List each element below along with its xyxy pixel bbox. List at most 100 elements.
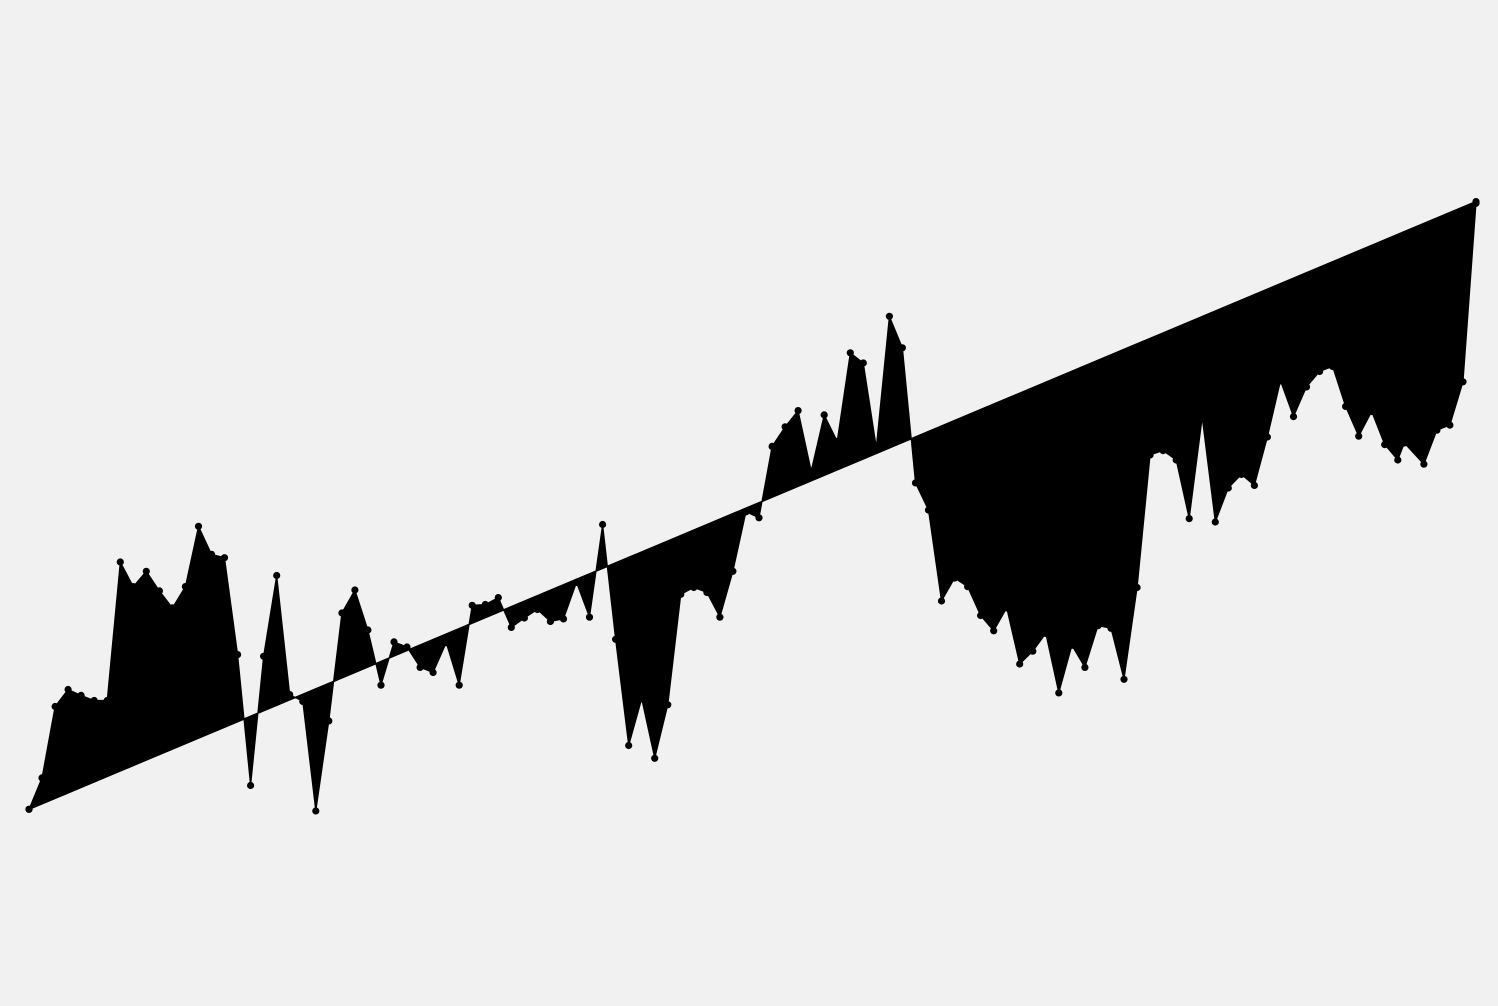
data-point-marker (1094, 622, 1102, 630)
data-point-marker (286, 691, 294, 699)
data-point-marker (820, 411, 828, 419)
data-point-marker (690, 583, 698, 592)
data-point-marker (990, 627, 998, 635)
data-point-marker (1368, 407, 1376, 416)
data-point-marker (729, 567, 737, 575)
data-point-marker (1400, 439, 1408, 447)
data-point-marker (1433, 426, 1441, 434)
data-point-marker (116, 558, 124, 566)
data-point-marker (964, 583, 972, 591)
data-point-marker (572, 578, 581, 587)
data-point-marker (207, 550, 216, 558)
data-point-marker (155, 587, 163, 595)
data-point-marker (1198, 413, 1206, 422)
data-point-marker (612, 635, 620, 643)
data-point-marker (742, 508, 750, 516)
data-point-marker (559, 615, 568, 623)
data-point-marker (520, 614, 529, 622)
data-point-marker (1289, 413, 1298, 421)
data-point-marker (1120, 675, 1128, 683)
data-point-marker (403, 643, 411, 651)
marker-layer (25, 198, 1480, 815)
data-point-marker (1224, 484, 1232, 492)
data-point-marker (1016, 660, 1024, 668)
data-point-marker (1459, 378, 1467, 386)
data-point-marker (1355, 432, 1363, 440)
data-point-marker (455, 681, 463, 689)
baseline-line (28, 200, 1477, 810)
data-point-marker (1159, 447, 1167, 455)
data-point-marker (638, 695, 646, 703)
data-point-marker (220, 554, 229, 562)
data-point-marker (507, 623, 515, 632)
data-point-marker (1381, 441, 1389, 449)
data-point-marker (129, 583, 137, 591)
data-point-marker (677, 590, 685, 598)
data-point-marker (351, 586, 359, 594)
data-point-marker (1146, 451, 1154, 459)
data-point-marker (338, 609, 346, 617)
data-point-marker (1446, 421, 1454, 429)
data-point-marker (664, 701, 672, 709)
baseline-endpoint-marker (1472, 198, 1480, 206)
data-point-marker (1263, 433, 1271, 441)
data-point-marker (846, 349, 854, 357)
data-point-marker (429, 668, 437, 677)
data-point-marker (1133, 583, 1141, 592)
data-point-marker (1342, 402, 1350, 410)
data-point-marker (1107, 624, 1115, 632)
data-point-marker (1250, 481, 1258, 489)
data-point-marker (299, 697, 307, 706)
data-point-marker (1055, 689, 1063, 697)
data-point-marker (585, 613, 594, 621)
data-point-marker (364, 626, 372, 634)
data-point-marker (1302, 383, 1311, 391)
data-point-marker (898, 344, 907, 352)
data-point-marker (247, 781, 255, 790)
data-point-marker (1276, 377, 1285, 385)
data-point-marker (833, 437, 841, 445)
data-point-marker (77, 691, 85, 700)
data-point-marker (977, 611, 985, 620)
data-point-marker (1172, 456, 1180, 464)
data-point-marker (807, 467, 815, 475)
data-point-marker (1329, 362, 1337, 371)
data-point-marker (181, 583, 189, 591)
data-point-marker (90, 696, 98, 705)
data-point-marker (794, 407, 802, 415)
data-point-marker (1420, 460, 1428, 468)
data-point-marker (651, 754, 659, 762)
data-point-marker (468, 601, 476, 609)
data-point-marker (924, 506, 933, 514)
data-point-marker (38, 774, 46, 782)
data-point-marker (937, 597, 946, 605)
data-point-marker (325, 717, 333, 725)
data-point-marker (481, 600, 489, 609)
data-point-marker (599, 520, 607, 529)
data-point-marker (312, 807, 320, 815)
data-point-marker (1185, 515, 1193, 523)
data-point-marker (234, 651, 242, 659)
data-point-marker (1068, 641, 1076, 649)
data-point-marker (755, 514, 763, 522)
data-point-marker (1237, 470, 1245, 478)
baseline-endpoint-marker (25, 805, 33, 813)
data-point-marker (716, 613, 724, 621)
data-point-marker (390, 638, 398, 646)
data-point-marker (872, 443, 880, 451)
data-point-marker (703, 588, 711, 597)
data-point-marker (768, 442, 776, 450)
data-point-marker (885, 312, 894, 320)
data-point-marker (168, 604, 176, 612)
data-point-marker (533, 605, 542, 614)
data-point-marker (416, 663, 424, 672)
data-point-marker (1042, 629, 1050, 638)
data-point-marker (377, 681, 385, 689)
data-point-marker (951, 574, 959, 582)
data-point-marker (273, 571, 281, 580)
data-point-marker (1394, 456, 1402, 464)
data-point-marker (64, 685, 72, 694)
data-point-marker (1211, 518, 1219, 526)
data-point-marker (911, 479, 920, 487)
